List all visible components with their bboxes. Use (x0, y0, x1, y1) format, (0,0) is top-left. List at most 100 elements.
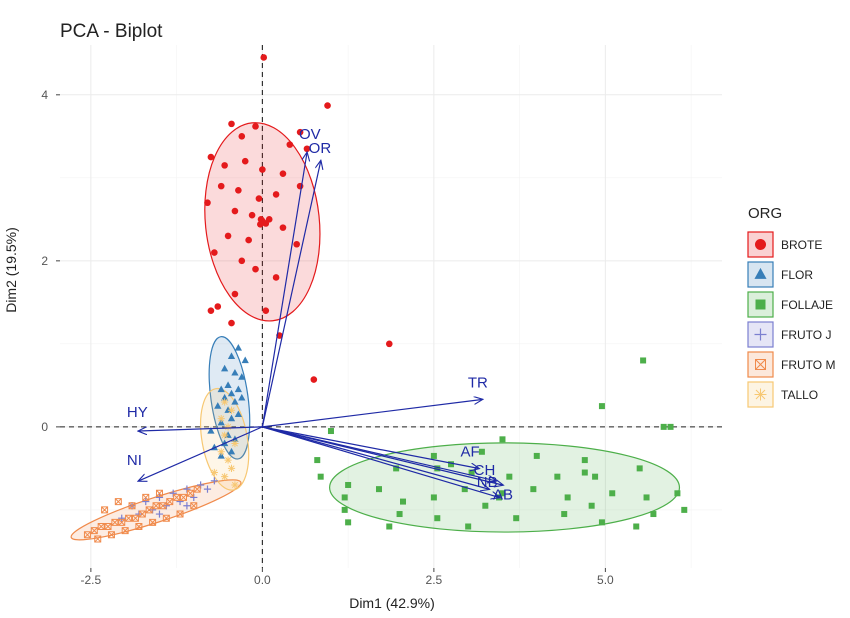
data-point (83, 531, 91, 539)
data-point (231, 481, 239, 489)
reference-lines (60, 45, 722, 568)
data-point (314, 457, 321, 464)
data-point (592, 473, 599, 480)
data-point (204, 199, 211, 207)
data-point (190, 502, 198, 510)
data-point (179, 493, 187, 501)
data-point (217, 182, 225, 190)
legend-key-symbol (754, 388, 767, 401)
data-point (221, 431, 229, 439)
data-point (224, 381, 232, 389)
data-point (227, 389, 236, 397)
legend-item-brote: BROTE (747, 231, 822, 258)
data-point (155, 493, 164, 502)
data-point (260, 54, 268, 61)
data-point (142, 493, 150, 501)
data-point (385, 340, 393, 348)
data-point (227, 447, 236, 455)
data-point (207, 307, 215, 314)
data-point (224, 423, 232, 431)
data-point (121, 527, 129, 535)
legend-key-symbol (755, 359, 766, 370)
legend-label: BROTE (781, 238, 822, 252)
loading-arrow-ov (261, 153, 307, 427)
data-point (90, 527, 98, 535)
data-point (262, 307, 270, 314)
data-point (155, 489, 163, 497)
data-point (533, 452, 540, 459)
data-point (231, 368, 239, 376)
loading-label-ov: OV (299, 126, 321, 143)
legend-label: TALLO (781, 388, 818, 402)
data-point (152, 502, 160, 510)
x-tick-label: 2.5 (426, 573, 443, 587)
data-point (203, 485, 212, 493)
data-point (101, 506, 109, 514)
x-tick-label: 5.0 (597, 573, 614, 587)
loading-label-hy: HY (127, 404, 148, 421)
data-point (257, 221, 264, 228)
data-point (448, 461, 455, 468)
data-point (228, 319, 235, 327)
data-point (375, 486, 382, 493)
data-point (234, 344, 242, 351)
data-point (231, 439, 239, 448)
data-point (145, 506, 153, 514)
data-point (217, 414, 225, 423)
data-point (643, 494, 650, 501)
data-point (386, 523, 393, 530)
data-point (430, 452, 437, 459)
loading-arrow-nb (262, 426, 488, 489)
data-point (228, 120, 235, 128)
x-axis-label: Dim1 (42.9%) (349, 595, 435, 611)
data-point (279, 224, 287, 231)
loading-label-ch: CH (474, 462, 496, 479)
legend: ORG BROTE FLOR FOLLAJE FRUTO J FRUTO M TALLO (747, 205, 835, 408)
data-point (128, 502, 136, 510)
data-point (104, 522, 112, 530)
y-axis-label: Dim2 (19.5%) (3, 227, 19, 313)
data-point (97, 522, 105, 530)
legend-key-symbol (754, 328, 767, 341)
x-tick-label: 0.0 (254, 573, 271, 587)
data-point (272, 274, 280, 281)
confidence-ellipses (70, 122, 681, 541)
data-point (159, 502, 167, 510)
data-point (506, 473, 513, 480)
data-point (667, 423, 674, 430)
y-tick-label: 4 (41, 88, 48, 102)
data-point (255, 195, 263, 202)
data-point (265, 216, 273, 223)
data-point (149, 518, 157, 526)
data-point (609, 490, 616, 497)
legend-item-fruto-j: FRUTO J (747, 321, 831, 348)
data-point (633, 523, 640, 530)
data-point (221, 398, 229, 406)
legend-label: FOLLAJE (781, 298, 833, 312)
data-point (636, 465, 643, 472)
legend-item-fruto-m: FRUTO M (747, 351, 835, 378)
data-point (94, 535, 102, 543)
data-point (303, 145, 311, 153)
data-point (207, 427, 215, 434)
data-point (114, 498, 122, 506)
data-point (227, 406, 236, 414)
data-point (217, 448, 225, 456)
data-point (241, 157, 249, 165)
data-point (231, 290, 239, 298)
loading-arrow-hy (139, 427, 263, 431)
data-point (221, 162, 228, 169)
data-point (221, 364, 229, 372)
data-point (499, 436, 506, 443)
data-point (554, 473, 561, 480)
data-point (564, 494, 571, 501)
loading-arrow-xx (262, 426, 502, 485)
data-point (396, 511, 403, 518)
data-point (252, 265, 259, 273)
data-point (166, 498, 174, 506)
legend-key-symbol (755, 239, 766, 250)
data-point (131, 514, 139, 522)
data-point (341, 494, 348, 501)
data-point (118, 518, 126, 526)
